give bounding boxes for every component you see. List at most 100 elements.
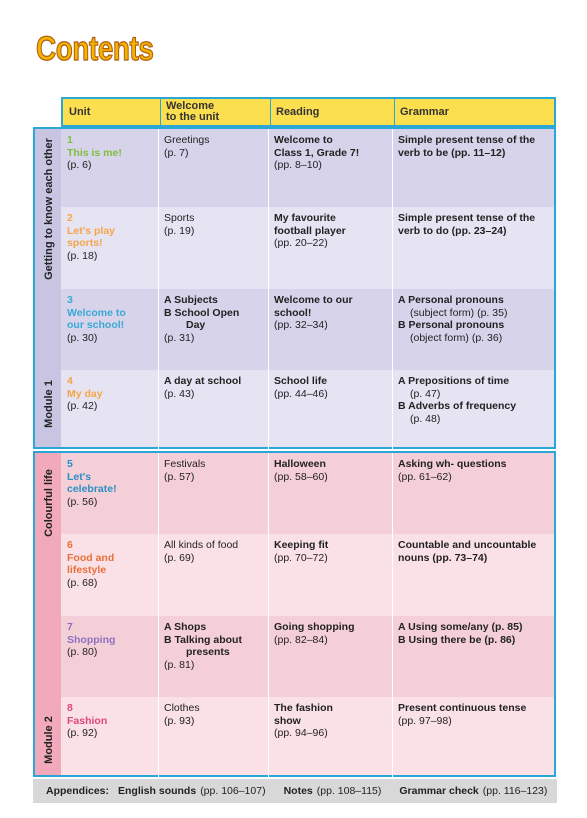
reading-line: school! bbox=[274, 306, 312, 319]
grammar-line: Countable and uncountable bbox=[398, 539, 537, 551]
unit-3-reading: Welcome to our school! (pp. 32–34) bbox=[274, 294, 389, 332]
unit-8-reading: The fashion show (pp. 94–96) bbox=[274, 702, 389, 740]
unit-5-welcome: Festivals (p. 57) bbox=[164, 458, 264, 483]
unit-8-grammar: Present continuous tense (pp. 97–98) bbox=[398, 702, 550, 727]
welcome-line: A day at school bbox=[164, 375, 242, 387]
unit-page: (p. 56) bbox=[67, 495, 98, 508]
reading-line: (pp. 58–60) bbox=[274, 470, 328, 483]
unit-5-reading: Halloween (pp. 58–60) bbox=[274, 458, 389, 483]
unit-3-unit: 3 Welcome to our school! (p. 30) bbox=[67, 294, 157, 344]
unit-row-5: 5 Let's celebrate! (p. 56) Festivals (p. 57)… bbox=[61, 451, 556, 536]
unit-1-reading: Welcome to Class 1, Grade 7! (pp. 8–10) bbox=[274, 134, 389, 172]
reading-line: football player bbox=[274, 224, 346, 237]
welcome-line: presents bbox=[186, 646, 230, 658]
grammar-line: B Using there be (p. 86) bbox=[398, 633, 516, 646]
unit-number: 2 bbox=[67, 212, 73, 224]
appendices-label: Appendices: bbox=[46, 785, 110, 797]
unit-page: (p. 6) bbox=[67, 159, 92, 171]
grammar-line: nouns (pp. 73–74) bbox=[398, 551, 488, 564]
reading-line: (pp. 70–72) bbox=[274, 551, 328, 564]
reading-line: Welcome to bbox=[274, 134, 333, 146]
grammar-line: Simple present tense of the bbox=[398, 212, 536, 224]
unit-row-1: 1 This is me! (p. 6) Greetings (p. 7) Welcome… bbox=[61, 127, 556, 209]
unit-4-grammar: A Prepositions of time (p. 47) B Adverbs o… bbox=[398, 375, 550, 425]
unit-7-reading: Going shopping (pp. 82–84) bbox=[274, 621, 389, 646]
unit-name: This is me! bbox=[67, 146, 122, 159]
unit-page: (p. 68) bbox=[67, 576, 98, 589]
reading-line: (pp. 32–34) bbox=[274, 319, 328, 331]
table-header: Unit Welcome to the unit Reading Grammar bbox=[61, 97, 556, 127]
unit-row-4: 4 My day (p. 42) A day at school (p. 43) Scho… bbox=[61, 370, 556, 449]
header-welcome: Welcome to the unit bbox=[166, 100, 220, 123]
welcome-line: Day bbox=[186, 319, 206, 331]
grammar-line: (pp. 97–98) bbox=[398, 714, 452, 727]
unit-3-welcome: A Subjects B School Open Day (p. 31) bbox=[164, 294, 264, 344]
unit-row-8: 8 Fashion (p. 92) Clothes (p. 93) The fashion… bbox=[61, 697, 556, 777]
welcome-line: B Talking about bbox=[164, 633, 242, 646]
unit-1-grammar: Simple present tense of the verb to be (p… bbox=[398, 134, 550, 159]
grammar-line: Simple present tense of the bbox=[398, 134, 536, 146]
page-title: Contents bbox=[36, 29, 155, 68]
welcome-line: (p. 81) bbox=[164, 658, 195, 671]
unit-page: (p. 30) bbox=[67, 331, 98, 344]
welcome-line: (p. 7) bbox=[164, 146, 189, 159]
unit-row-7: 7 Shopping (p. 80) A Shops B Talking about pr… bbox=[61, 616, 556, 698]
unit-3-grammar: A Personal pronouns (subject form) (p. 35… bbox=[398, 294, 550, 344]
reading-line: (pp. 44–46) bbox=[274, 387, 328, 400]
grammar-line: A Personal pronouns bbox=[398, 294, 504, 306]
module2-sidebar: Colourful life Module 2 bbox=[33, 451, 61, 777]
section-label-getting-to-know: Getting to know each other bbox=[43, 138, 56, 280]
unit-name: Fashion bbox=[67, 714, 108, 727]
reading-line: show bbox=[274, 714, 301, 727]
grammar-line: A Prepositions of time bbox=[398, 375, 510, 387]
unit-4-welcome: A day at school (p. 43) bbox=[164, 375, 264, 400]
reading-line: School life bbox=[274, 375, 328, 387]
appendix-english-sounds-pages: (pp. 106–107) bbox=[200, 785, 266, 797]
unit-row-6: 6 Food and lifestyle (p. 68) All kinds of f… bbox=[61, 534, 556, 617]
appendix-grammar-check-pages: (pp. 116–123) bbox=[482, 785, 548, 797]
reading-line: (pp. 82–84) bbox=[274, 633, 328, 646]
reading-line: Class 1, Grade 7! bbox=[274, 146, 360, 159]
welcome-line: Festivals bbox=[164, 458, 206, 470]
unit-number: 1 bbox=[67, 134, 73, 146]
unit-7-grammar: A Using some/any (p. 85) B Using there be… bbox=[398, 621, 550, 646]
module1-sidebar: Getting to know each other Module 1 bbox=[33, 127, 61, 449]
welcome-line: Clothes bbox=[164, 702, 200, 714]
grammar-line: A Using some/any (p. 85) bbox=[398, 621, 523, 633]
reading-line: My favourite bbox=[274, 212, 336, 224]
unit-4-reading: School life (pp. 44–46) bbox=[274, 375, 389, 400]
unit-8-unit: 8 Fashion (p. 92) bbox=[67, 702, 157, 740]
appendices-footer: Appendices: English sounds (pp. 106–107)… bbox=[33, 779, 557, 803]
unit-4-unit: 4 My day (p. 42) bbox=[67, 375, 157, 413]
grammar-line: (p. 47) bbox=[410, 387, 441, 400]
header-grammar: Grammar bbox=[400, 105, 449, 118]
grammar-line: B Adverbs of frequency bbox=[398, 400, 517, 412]
welcome-line: (p. 31) bbox=[164, 331, 195, 344]
unit-6-unit: 6 Food and lifestyle (p. 68) bbox=[67, 539, 157, 589]
unit-1-welcome: Greetings (p. 7) bbox=[164, 134, 264, 159]
unit-6-welcome: All kinds of food (p. 69) bbox=[164, 539, 264, 564]
grammar-line: verb to do (pp. 23–24) bbox=[398, 224, 507, 237]
welcome-line: Sports bbox=[164, 212, 195, 224]
grammar-line: Present continuous tense bbox=[398, 702, 527, 714]
header-unit: Unit bbox=[69, 105, 91, 118]
unit-page: (p. 80) bbox=[67, 646, 98, 658]
reading-line: Welcome to our bbox=[274, 294, 353, 306]
unit-number: 5 bbox=[67, 458, 73, 470]
grammar-line: (p. 48) bbox=[410, 412, 441, 425]
unit-name: Let's play sports! bbox=[67, 224, 116, 250]
unit-row-2: 2 Let's play sports! (p. 18) Sports (p. 19) M… bbox=[61, 207, 556, 290]
unit-name: Shopping bbox=[67, 633, 116, 646]
unit-name: Food and lifestyle bbox=[67, 551, 115, 577]
grammar-line: (pp. 61–62) bbox=[398, 470, 452, 483]
welcome-line: (p. 19) bbox=[164, 224, 195, 237]
unit-name: Welcome to our school! bbox=[67, 306, 126, 332]
reading-line: (pp. 8–10) bbox=[274, 159, 322, 171]
welcome-line: (p. 69) bbox=[164, 551, 195, 564]
welcome-line: Greetings bbox=[164, 134, 210, 146]
grammar-line: (object form) (p. 36) bbox=[410, 331, 503, 344]
reading-line: Keeping fit bbox=[274, 539, 329, 551]
unit-page: (p. 42) bbox=[67, 400, 98, 412]
section-label-colourful-life: Colourful life bbox=[43, 469, 56, 537]
reading-line: (pp. 20–22) bbox=[274, 237, 328, 249]
